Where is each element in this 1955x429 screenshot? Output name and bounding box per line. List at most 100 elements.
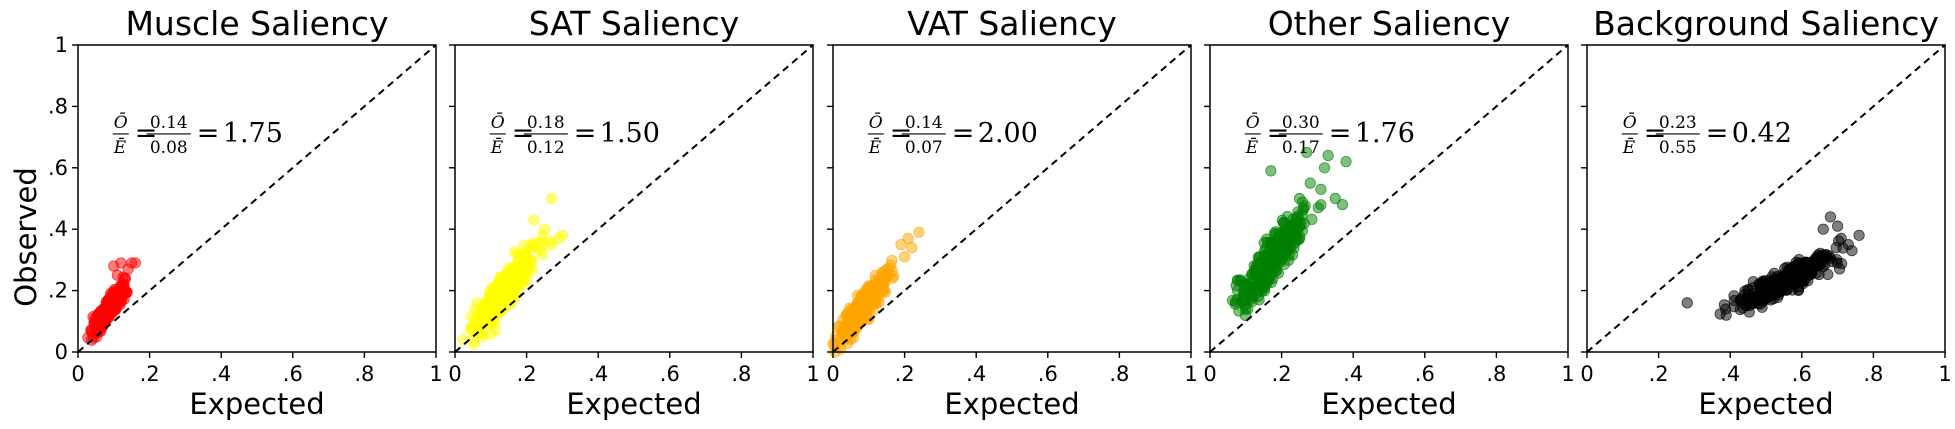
ratio-denominator: 0.07 — [905, 138, 943, 158]
x-tick-label: .4 — [966, 362, 986, 386]
ratio-result: 1.76 — [1355, 118, 1415, 149]
data-point — [471, 297, 483, 309]
equals-sign: = — [574, 118, 597, 149]
x-tick-label: .6 — [283, 362, 303, 386]
data-point — [1761, 290, 1773, 302]
y-tick-label: .8 — [48, 94, 68, 118]
y-tick-label: .6 — [48, 156, 68, 180]
data-point — [1306, 213, 1318, 225]
data-point — [96, 317, 108, 329]
ratio-numerator: 0.18 — [527, 113, 565, 133]
data-point — [465, 310, 477, 322]
ratio-e-bar: Ē — [490, 137, 504, 158]
x-tick-label: 1 — [1938, 362, 1951, 386]
x-tick-label: .4 — [588, 362, 608, 386]
equals-sign: = — [135, 118, 158, 149]
data-point — [1791, 263, 1803, 275]
data-point — [535, 235, 547, 248]
data-point — [906, 242, 918, 254]
data-point — [1336, 199, 1349, 211]
data-point — [1259, 282, 1271, 294]
data-point — [1243, 279, 1255, 291]
scatter-series — [1681, 211, 1865, 321]
data-point — [1293, 192, 1306, 205]
data-point — [1329, 192, 1341, 205]
data-point — [509, 266, 521, 278]
x-tick-label: 0 — [1203, 362, 1216, 386]
equals-sign: = — [1644, 118, 1667, 149]
data-point — [1853, 229, 1865, 241]
x-axis-label: Expected — [1321, 387, 1456, 421]
x-tick-label: .8 — [1109, 362, 1129, 386]
data-point — [1259, 243, 1272, 255]
x-axis-label: Expected — [566, 387, 701, 421]
ratio-annotation: ŌĒ =0.140.07 = 2.00 — [867, 112, 1038, 158]
x-tick-label: .8 — [1863, 362, 1883, 386]
data-point — [1322, 149, 1334, 162]
data-point — [1312, 202, 1324, 214]
x-tick-label: 0 — [826, 362, 839, 386]
data-point — [1272, 254, 1284, 266]
ratio-numerator: 0.30 — [1282, 113, 1320, 133]
scatter-series — [827, 226, 925, 358]
data-point — [854, 298, 866, 310]
identity-line — [1586, 44, 1946, 353]
ratio-o-bar: Ō — [114, 112, 128, 133]
x-axis-label: Expected — [1698, 387, 1833, 421]
data-point — [1728, 294, 1740, 307]
data-point — [1817, 250, 1829, 262]
data-point — [521, 274, 533, 286]
data-point — [895, 238, 907, 251]
data-point — [1282, 240, 1294, 252]
y-tick-label: .2 — [48, 279, 68, 303]
x-tick-label: .6 — [1415, 362, 1435, 386]
x-tick-label: .6 — [1038, 362, 1058, 386]
equals-sign: = — [1329, 118, 1352, 149]
data-point — [1791, 276, 1803, 288]
ratio-annotation: ŌĒ =0.300.17 = 1.76 — [1244, 112, 1415, 158]
ratio-denominator: 0.08 — [150, 138, 188, 158]
plot-frame — [1586, 44, 1946, 353]
data-point — [1318, 162, 1331, 174]
data-point — [1743, 306, 1755, 318]
data-point — [877, 266, 889, 278]
data-point — [1830, 242, 1842, 254]
data-point — [485, 328, 497, 340]
equals-sign: = — [1706, 118, 1729, 149]
data-point — [457, 333, 469, 346]
ratio-result: 1.50 — [600, 118, 660, 149]
data-point — [1265, 165, 1277, 177]
scatter-series — [1226, 146, 1352, 322]
data-point — [109, 296, 121, 308]
ratio-annotation: ŌĒ =0.230.55 = 0.42 — [1621, 112, 1792, 158]
x-tick-label: .6 — [1792, 362, 1812, 386]
data-point — [1714, 308, 1726, 320]
data-point — [546, 238, 558, 251]
subplot-title: Background Saliency — [1593, 4, 1939, 43]
data-point — [86, 325, 98, 338]
data-point — [872, 286, 884, 298]
plot-frame — [1209, 44, 1569, 353]
ratio-denominator: 0.17 — [1282, 138, 1320, 158]
identity-line — [832, 44, 1192, 353]
data-point — [1242, 303, 1254, 315]
x-tick-label: .4 — [211, 362, 231, 386]
ratio-denominator: 0.12 — [527, 138, 565, 158]
equals-sign: = — [197, 118, 220, 149]
x-tick-label: .2 — [140, 362, 160, 386]
ratio-o-bar: Ō — [869, 112, 883, 133]
data-point — [848, 323, 860, 335]
ratio-numerator: 0.14 — [905, 113, 943, 133]
ratio-result: 2.00 — [978, 118, 1038, 149]
data-point — [129, 257, 141, 269]
plot-frame — [454, 44, 814, 353]
x-tick-label: 0 — [71, 362, 84, 386]
data-point — [1749, 291, 1761, 303]
data-point — [1281, 210, 1294, 223]
ratio-o-bar: Ō — [1623, 112, 1637, 133]
ratio-numerator: 0.14 — [150, 113, 188, 133]
x-tick-label: .2 — [517, 362, 537, 386]
y-tick-label: .4 — [48, 217, 68, 241]
